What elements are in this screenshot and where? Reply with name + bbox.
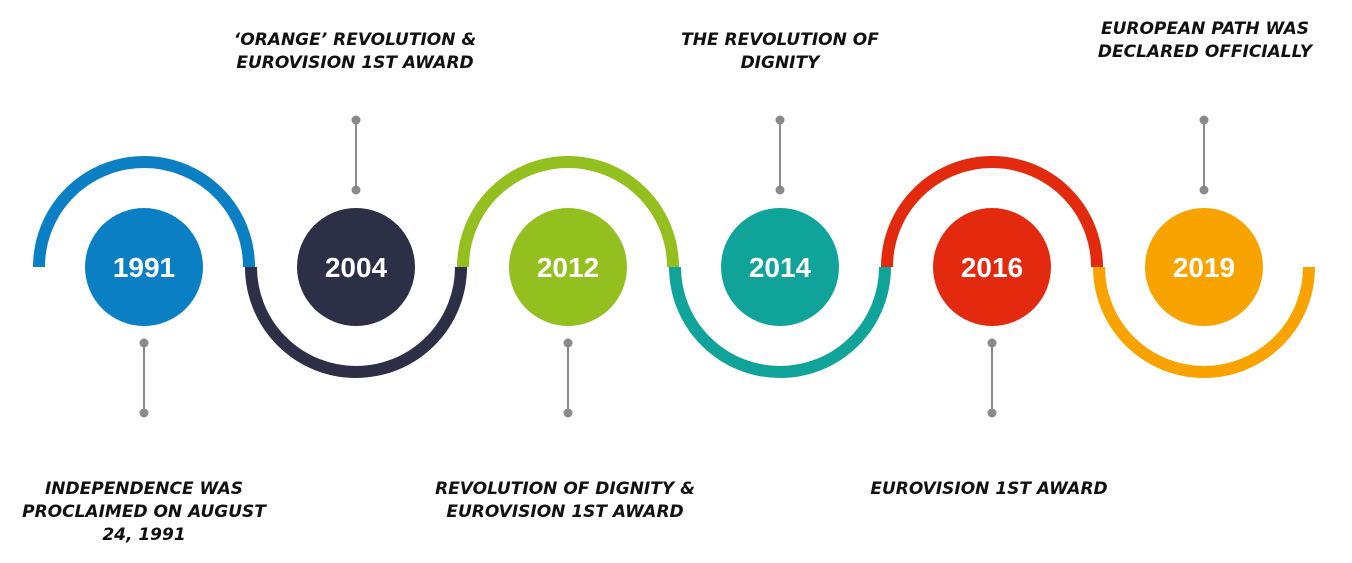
connector-dot — [775, 185, 785, 195]
connector-dot — [139, 338, 149, 348]
connector-dot — [139, 408, 149, 418]
year-label-2004: 2004 — [325, 252, 388, 283]
caption-line: EUROVISION 1ST AWARD — [236, 53, 474, 73]
connector-1991 — [139, 338, 149, 418]
year-circle-1991 — [85, 208, 203, 326]
caption-2019: EUROPEAN PATH WAS DECLARED OFFICIALLY — [1078, 18, 1332, 64]
caption-2014: THE REVOLUTION OF DIGNITY — [655, 29, 905, 75]
caption-line: DECLARED OFFICIALLY — [1097, 42, 1313, 62]
caption-line: 24, 1991 — [102, 525, 186, 545]
year-circle-2016 — [933, 208, 1051, 326]
year-circles: 1991 2004 2012 2014 2016 2019 — [85, 208, 1263, 326]
caption-line: DIGNITY — [740, 53, 820, 73]
connector-dot — [987, 338, 997, 348]
caption-line: INDEPENDENCE WAS — [44, 479, 244, 499]
connector-dot — [563, 338, 573, 348]
year-label-2012: 2012 — [537, 252, 599, 283]
caption-2004: ‘ORANGE’ REVOLUTION & EUROVISION 1ST AWA… — [215, 29, 495, 75]
year-circle-2004 — [297, 208, 415, 326]
connector-2014 — [775, 115, 785, 195]
arc-1991 — [33, 156, 255, 268]
connector-2012 — [563, 338, 573, 418]
caption-line: EUROVISION 1ST AWARD — [870, 479, 1108, 499]
year-circle-2012 — [509, 208, 627, 326]
connector-dot — [987, 408, 997, 418]
connector-dot — [775, 115, 785, 125]
connector-dot — [351, 185, 361, 195]
caption-line: EUROVISION 1ST AWARD — [446, 502, 684, 522]
connector-dot — [563, 408, 573, 418]
year-label-1991: 1991 — [113, 252, 175, 283]
year-label-2014: 2014 — [749, 252, 812, 283]
caption-line: ‘ORANGE’ REVOLUTION & — [233, 30, 477, 50]
connector-2004 — [351, 115, 361, 195]
connector-dot — [1199, 185, 1209, 195]
caption-1991: INDEPENDENCE WAS PROCLAIMED ON AUGUST 24… — [14, 478, 274, 547]
connector-lines — [139, 115, 1209, 418]
arc-2014 — [669, 266, 891, 378]
year-circle-2019 — [1145, 208, 1263, 326]
wave-arcs — [33, 156, 1315, 378]
caption-2016: EUROVISION 1ST AWARD — [858, 478, 1120, 501]
year-label-2019: 2019 — [1173, 252, 1235, 283]
caption-line: REVOLUTION OF DIGNITY & — [435, 479, 695, 499]
caption-line: EUROPEAN PATH WAS — [1100, 19, 1310, 39]
year-circle-2014 — [721, 208, 839, 326]
connector-dot — [351, 115, 361, 125]
connector-2019 — [1199, 115, 1209, 195]
arc-2019 — [1093, 266, 1315, 378]
caption-line: THE REVOLUTION OF — [681, 30, 879, 50]
arc-2012 — [457, 156, 679, 268]
connector-dot — [1199, 115, 1209, 125]
caption-2012: REVOLUTION OF DIGNITY & EUROVISION 1ST A… — [420, 478, 710, 524]
caption-line: PROCLAIMED ON AUGUST — [22, 502, 266, 522]
arc-2016 — [881, 156, 1103, 268]
connector-2016 — [987, 338, 997, 418]
arc-2004 — [245, 266, 467, 378]
year-label-2016: 2016 — [961, 252, 1023, 283]
